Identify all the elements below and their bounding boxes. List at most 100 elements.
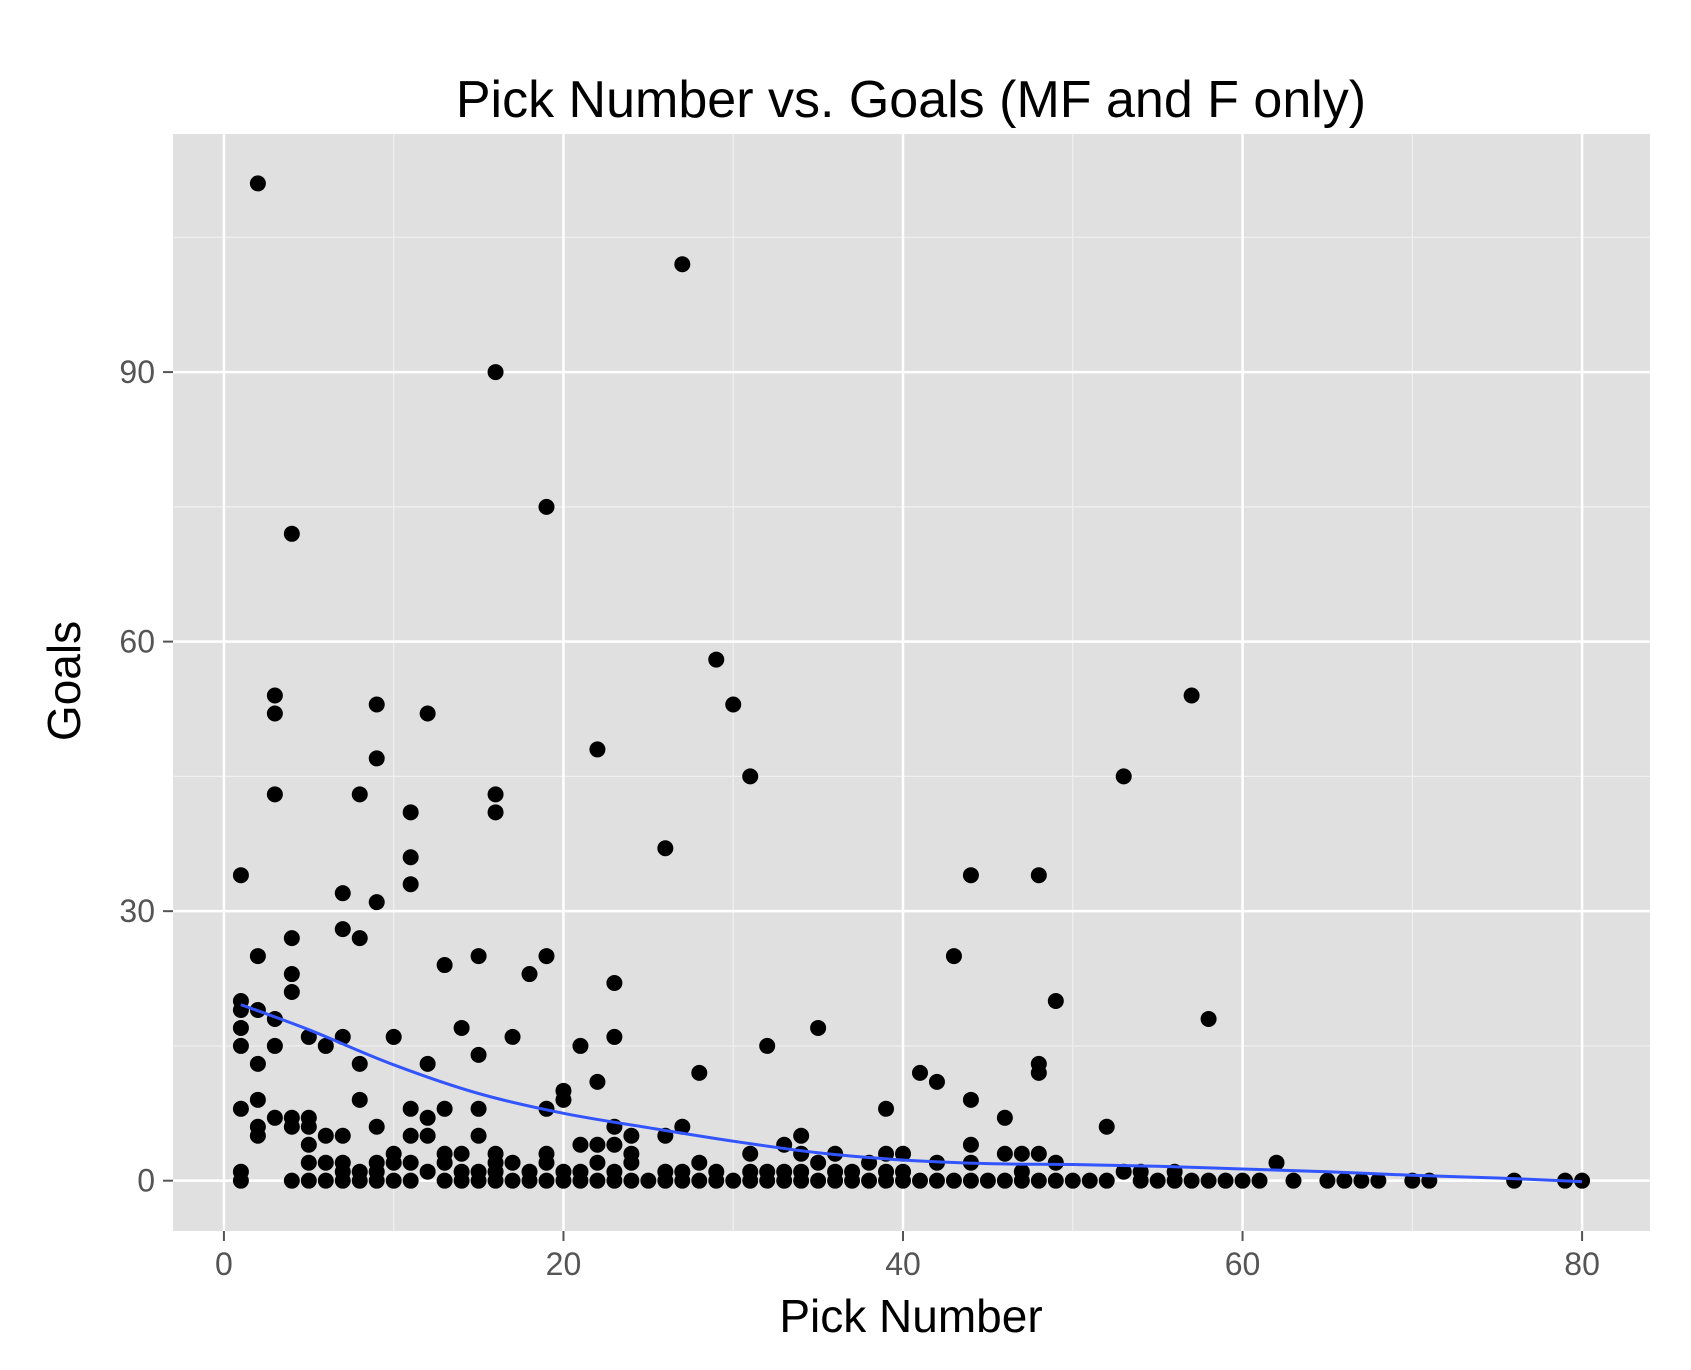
data-point [300,1136,317,1153]
data-point [538,948,555,965]
data-point [351,1055,368,1072]
data-point [979,1172,996,1189]
plot-panel [173,134,1650,1231]
data-point [470,1046,487,1063]
data-point [266,705,283,722]
data-point [589,1073,606,1090]
data-point [470,1172,487,1189]
data-point [1047,1172,1064,1189]
data-point [1183,1172,1200,1189]
data-point [674,256,691,273]
data-point [572,1136,589,1153]
data-point [283,984,300,1001]
data-point [606,1172,623,1189]
data-point [623,1172,640,1189]
data-point [759,1037,776,1054]
data-point [266,687,283,704]
data-point [1251,1172,1268,1189]
data-point [810,1172,827,1189]
data-point [283,930,300,947]
data-point [861,1172,878,1189]
data-point [1064,1172,1081,1189]
data-point [436,1100,453,1117]
data-point [487,364,504,381]
x-tick-label: 40 [885,1246,921,1282]
data-point [504,1154,521,1171]
data-point [691,1154,708,1171]
data-point [266,1109,283,1126]
data-point [606,1136,623,1153]
data-point [1030,867,1047,884]
data-point [504,1172,521,1189]
data-point [1353,1172,1370,1189]
data-point [996,1145,1013,1162]
data-point [589,1154,606,1171]
data-point [1285,1172,1302,1189]
data-point [793,1127,810,1144]
data-point [1030,1145,1047,1162]
data-point [300,1172,317,1189]
data-point [1098,1172,1115,1189]
data-point [1013,1145,1030,1162]
data-point [1047,992,1064,1009]
data-point [1217,1172,1234,1189]
data-point [436,1172,453,1189]
data-point [317,1154,334,1171]
x-axis: 0 20 40 60 80 [215,1231,1600,1282]
data-point [793,1145,810,1162]
data-point [962,867,979,884]
data-point [470,1127,487,1144]
data-point [674,1118,691,1135]
data-point [945,948,962,965]
data-point [419,1163,436,1180]
data-point [368,1172,385,1189]
data-point [419,1127,436,1144]
data-point [453,1172,470,1189]
data-point [962,1136,979,1153]
data-point [708,651,725,668]
data-point [1370,1172,1387,1189]
data-point [317,1127,334,1144]
data-point [402,876,419,893]
data-point [725,1172,742,1189]
data-point [402,1172,419,1189]
data-point [1166,1172,1183,1189]
data-point [1506,1172,1523,1189]
data-point [1132,1172,1149,1189]
y-axis: 0 30 60 90 [119,354,173,1199]
data-point [436,1154,453,1171]
data-point [657,840,674,857]
data-point [1149,1172,1166,1189]
y-tick-label: 0 [137,1163,155,1199]
data-point [810,1019,827,1036]
data-point [351,1172,368,1189]
data-point [1200,1172,1217,1189]
x-tick-label: 60 [1225,1246,1261,1282]
data-point [589,1172,606,1189]
data-point [911,1172,928,1189]
data-point [742,768,759,785]
data-point [572,1172,589,1189]
data-point [810,1154,827,1171]
data-point [1115,768,1132,785]
data-point [300,1118,317,1135]
data-point [368,696,385,713]
data-point [436,957,453,974]
data-point [334,885,351,902]
data-point [283,1172,300,1189]
data-point [1336,1172,1353,1189]
data-point [232,867,249,884]
data-point [334,921,351,938]
data-point [776,1172,793,1189]
data-point [521,1172,538,1189]
data-point [283,966,300,983]
data-point [1183,687,1200,704]
data-point [878,1172,895,1189]
data-point [453,1145,470,1162]
data-point [368,750,385,767]
data-point [300,1028,317,1045]
data-point [538,1154,555,1171]
data-point [1047,1154,1064,1171]
data-point [419,1055,436,1072]
